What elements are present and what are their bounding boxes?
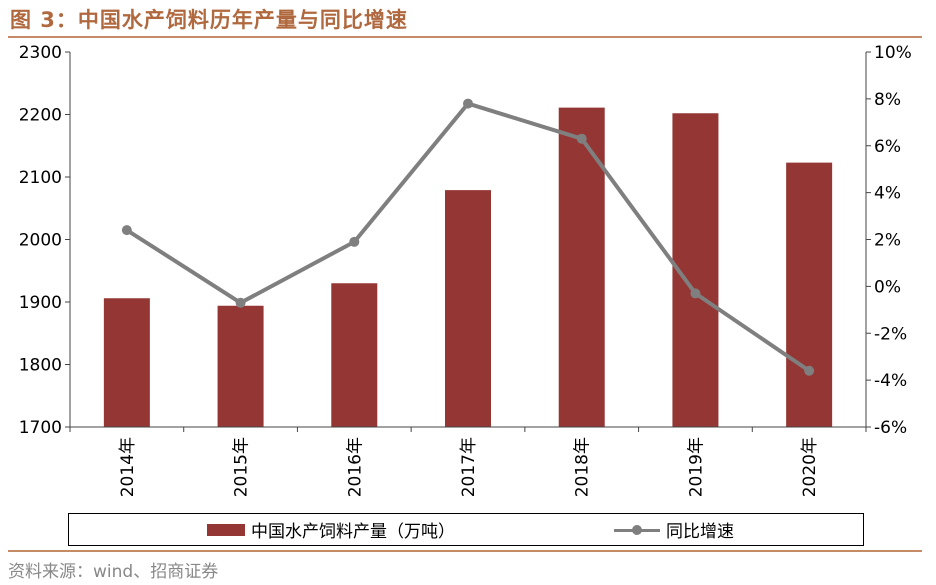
legend-item-bar: 中国水产饲料产量（万吨） [207,514,455,545]
right-tick-label-8: 10% [874,43,912,63]
left-tick-label-3: 2000 [19,231,62,251]
growth-point-1 [235,297,246,308]
x-tick-label-3: 2017年 [459,437,479,497]
right-tick-label-5: 4% [874,184,901,204]
right-tick-label-2: -2% [874,324,907,344]
growth-point-2 [349,236,360,247]
legend-line-swatch [614,524,660,536]
bar-0 [103,298,150,427]
legend: 中国水产饲料产量（万吨） 同比增速 [68,513,864,546]
left-tick-label-0: 1700 [19,418,62,438]
source-note: 资料来源：wind、招商证券 [8,562,219,582]
x-tick-label-2: 2016年 [345,437,365,497]
x-tick-label-6: 2020年 [800,437,820,497]
legend-item-line: 同比增速 [614,514,734,545]
growth-point-3 [463,98,473,109]
legend-label-bar: 中国水产饲料产量（万吨） [251,522,455,542]
x-tick-label-5: 2019年 [686,437,706,497]
legend-bar-swatch [207,523,245,536]
left-tick-label-4: 2100 [19,168,62,188]
bar-3 [445,190,491,427]
right-tick-label-4: 2% [874,231,901,251]
right-tick-label-0: -6% [874,418,907,438]
right-tick-label-3: 0% [874,277,901,297]
x-tick-label-0: 2014年 [118,437,138,497]
growth-point-0 [121,225,132,236]
bar-6 [786,162,833,427]
growth-point-4 [576,133,587,144]
chart-canvas: 1700 1800 1900 2000 2100 2200 2300 -6% -4% -2% 0% 2… [19,43,912,497]
x-tick-label-4: 2018年 [573,437,593,497]
right-tick-label-7: 8% [874,90,901,110]
bar-2 [331,283,378,427]
right-tick-label-1: -4% [874,371,907,391]
bar-1 [217,305,264,427]
growth-point-6 [804,365,815,376]
footer-divider [8,550,922,552]
bar-4 [558,107,605,427]
chart-title: 图 3：中国水产饲料历年产量与同比增速 [10,8,408,32]
x-tick-label-1: 2015年 [232,437,252,497]
left-tick-label-5: 2200 [19,106,62,126]
right-tick-label-6: 6% [874,137,901,157]
left-tick-label-6: 2300 [19,43,62,63]
left-tick-label-2: 1900 [19,293,62,313]
title-divider [8,36,922,38]
legend-label-line: 同比增速 [666,522,734,542]
left-tick-label-1: 1800 [19,356,62,376]
growth-point-5 [690,288,701,299]
